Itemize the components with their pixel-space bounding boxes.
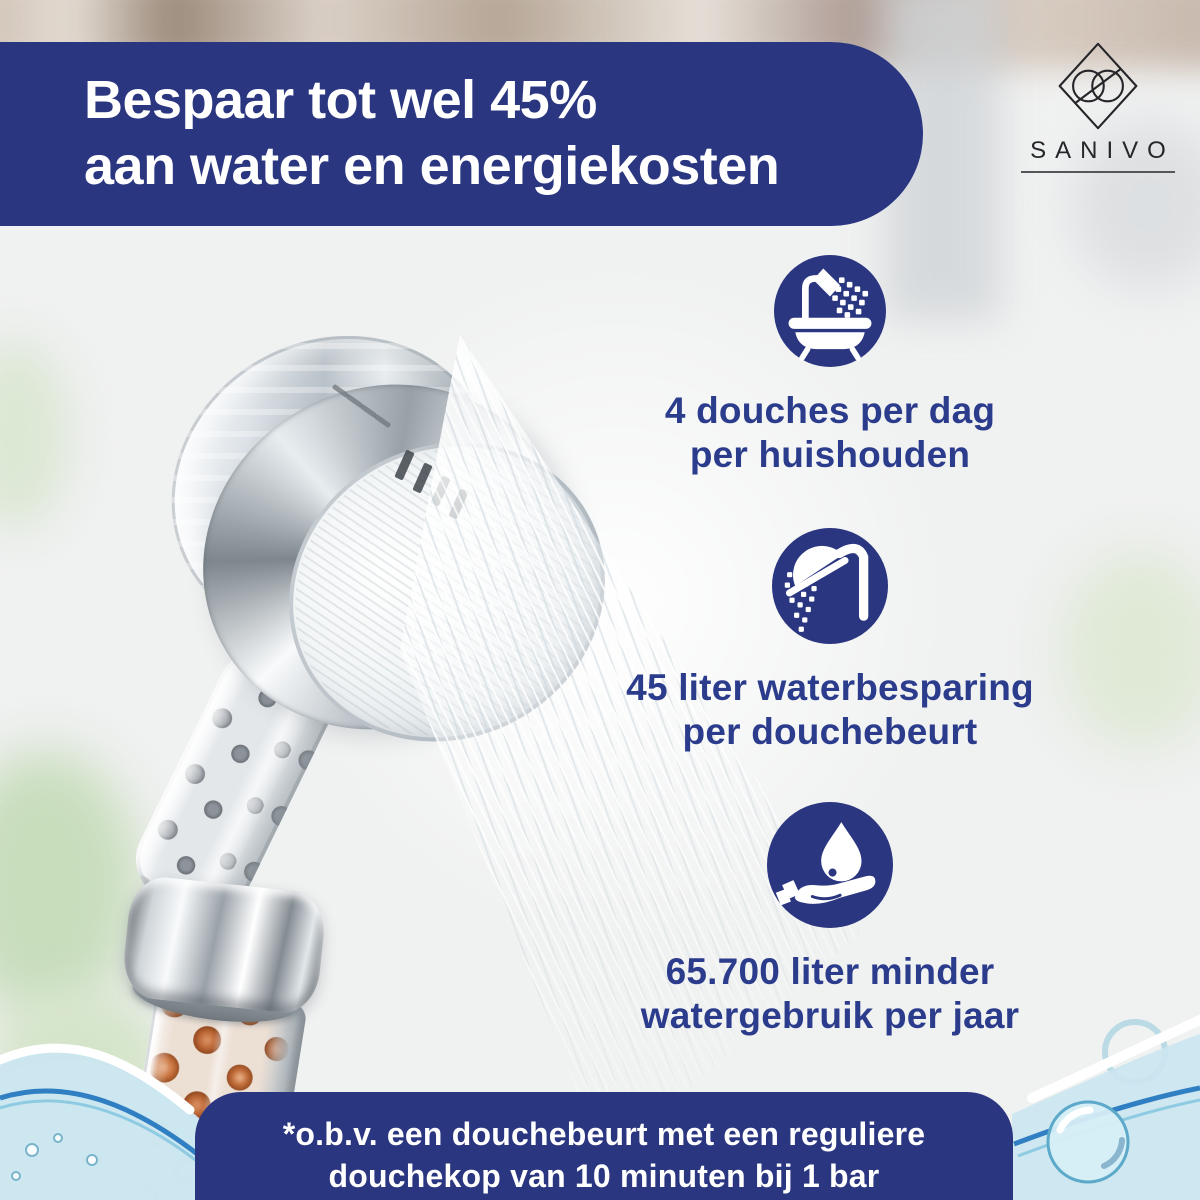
benefit-text: 65.700 liter minder watergebruik per jaa… bbox=[641, 950, 1019, 1039]
header-banner: Bespaar tot wel 45% aan water en energie… bbox=[0, 42, 923, 226]
water-splash-graphic bbox=[0, 1015, 1200, 1200]
brand-logo: SANIVO bbox=[1018, 40, 1178, 173]
benefit-text: 4 douches per dag per huishouden bbox=[665, 389, 995, 478]
benefit-showers-per-day: 4 douches per dag per huishouden bbox=[555, 255, 1105, 478]
benefit-text: 45 liter waterbesparing per douchebeurt bbox=[626, 666, 1034, 755]
background-plant-blob bbox=[1060, 550, 1200, 750]
bathtub-shower-icon bbox=[788, 268, 872, 361]
benefit-yearly-water-reduction: 65.700 liter minder watergebruik per jaa… bbox=[555, 802, 1105, 1039]
benefit-line1: 45 liter waterbesparing bbox=[626, 667, 1034, 708]
footnote-line2: douchekop van 10 minuten bij 1 bar bbox=[328, 1157, 880, 1194]
sanivo-diamond-rings-icon bbox=[1058, 42, 1138, 130]
brand-name: SANIVO bbox=[1030, 137, 1175, 164]
benefit-line1: 65.700 liter minder bbox=[665, 951, 995, 992]
header-line1: Bespaar tot wel 45% bbox=[84, 70, 597, 131]
benefit-line2: per douchebeurt bbox=[682, 711, 978, 753]
header-line2: aan water en energiekosten bbox=[84, 136, 780, 196]
benefit-icon-circle bbox=[772, 528, 888, 644]
benefit-line2: watergebruik per jaar bbox=[640, 995, 1020, 1037]
benefit-icon-circle bbox=[767, 802, 893, 928]
shower-head-spray-icon bbox=[784, 543, 869, 632]
background-plant-blob bbox=[0, 750, 140, 1020]
footnote-banner: *o.b.v. een douchebeurt met een regulier… bbox=[195, 1092, 1013, 1200]
hand-water-drop-icon bbox=[775, 822, 876, 906]
background-gray-blob bbox=[1070, 120, 1200, 290]
background-plant-blob bbox=[0, 340, 70, 530]
brand-underline bbox=[1021, 171, 1175, 173]
benefit-water-saving-per-shower: 45 liter waterbesparing per douchebeurt bbox=[555, 528, 1105, 755]
benefit-line2: per huishouden bbox=[689, 434, 971, 476]
footnote-line1: *o.b.v. een douchebeurt met een regulier… bbox=[282, 1116, 926, 1152]
benefit-line1: 4 douches per dag bbox=[664, 390, 996, 431]
benefit-icon-circle bbox=[774, 255, 886, 367]
